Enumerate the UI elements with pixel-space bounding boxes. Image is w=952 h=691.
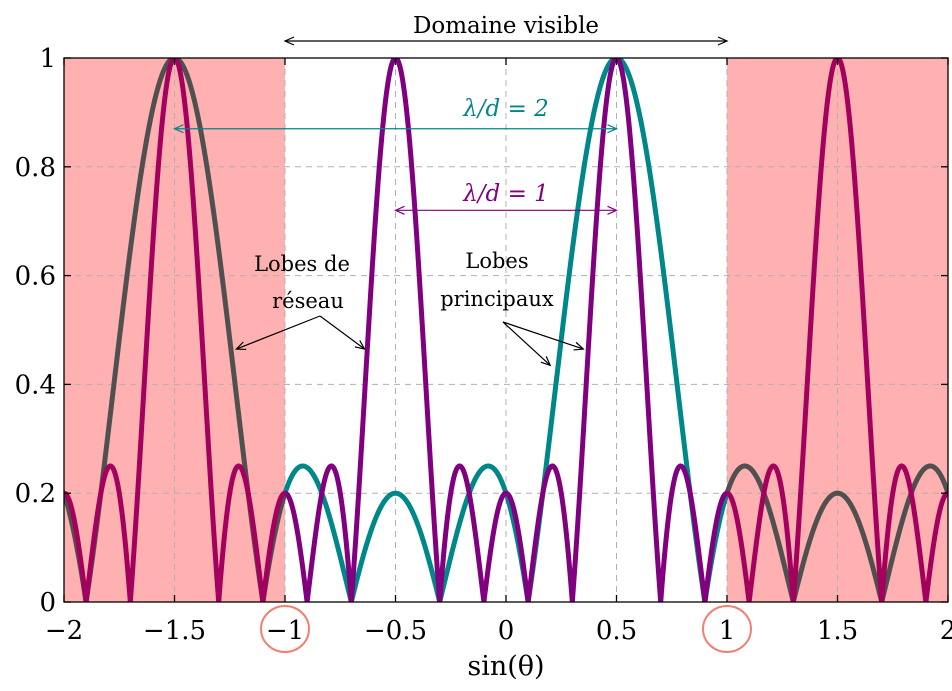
main-lobe-arrow-1-head [540,356,552,367]
x-tick-label: 0 [498,616,515,646]
grating-lobes-label-line2: réseau [272,289,344,313]
y-tick-label: 0.6 [15,262,56,292]
lambda-d-2-arrow-head-left [173,124,184,134]
series-4-curve-1 [282,58,730,602]
series-3-curve-2 [724,58,948,602]
highlight-circle-1 [260,605,310,653]
highlight-circle-2 [702,605,752,653]
x-tick-label: 1.5 [817,616,858,646]
visible-range-label: Domaine visible [413,13,599,39]
x-tick-label: −1.5 [143,616,206,646]
x-tick-label: 0.5 [596,616,637,646]
x-tick-label: 1 [719,616,736,646]
x-tick-label: −0.5 [364,616,427,646]
x-tick-label: −2 [45,616,83,646]
lambda-d-1-arrow-head-right [607,205,618,215]
main-lobe-arrow-2 [502,321,584,350]
grating-lobe-arrow-1-head [235,341,247,351]
grating-lobe-arrow-1 [236,315,321,350]
y-tick-label: 1 [39,44,56,74]
annotations [173,36,729,367]
visible-range-arrow-head-right [717,36,729,46]
axis-ticks: −2 −1.5 −1 −0.5 0 0.5 1 1.5 2 0 0.2 0.4 0.6 0.8 1 [15,44,952,653]
y-tick-label: 0.4 [15,370,56,400]
lambda-d-1-arrow-head-left [394,205,405,215]
grating-lobe-arrow-2 [319,315,365,350]
main-lobes-label-line2: principaux [440,287,554,311]
y-tick-label: 0.2 [15,479,56,509]
grating-lobe-arrow-2-head [354,340,366,350]
annotation-lambda-d-2: λ/d = 2 [462,96,549,122]
x-tick-label: 2 [940,616,952,646]
main-lobes-label-line1: Lobes [465,249,528,273]
x-axis-label: sin(θ) [467,651,544,682]
x-tick-label: −1 [266,616,304,646]
main-lobe-arrow-2-head [573,341,585,351]
visible-range-arrow-head-left [283,36,295,46]
main-lobe-arrow-1 [502,321,551,366]
series-3-curve-1 [64,58,288,602]
annotation-lambda-d-1: λ/d = 1 [462,181,549,207]
y-tick-label: 0.8 [15,153,56,183]
lambda-d-2-arrow-head-right [607,124,618,134]
grating-lobes-label-line1: Lobes de [254,252,350,276]
y-tick-label: 0 [39,588,56,618]
curves [64,58,948,602]
